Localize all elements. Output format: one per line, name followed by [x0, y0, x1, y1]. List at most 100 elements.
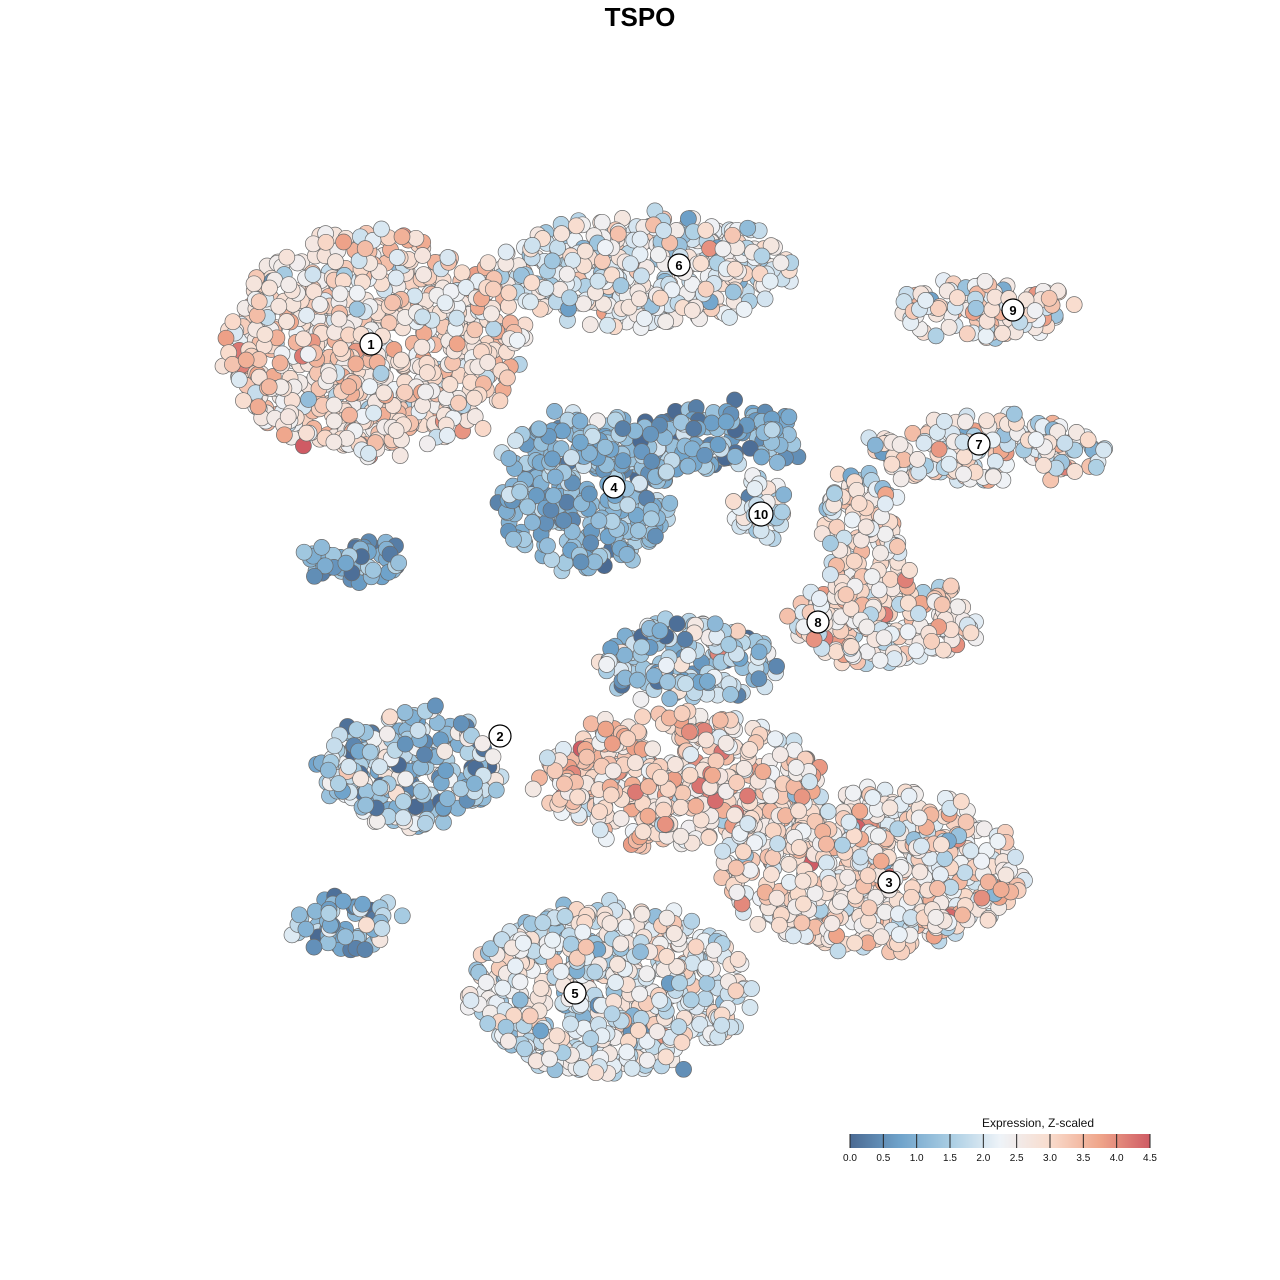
cell-point [612, 810, 630, 827]
cell-point [846, 934, 864, 952]
cell-point [822, 535, 839, 552]
cell-point [766, 730, 784, 748]
cell-point [843, 511, 861, 529]
cell-point [1087, 458, 1105, 476]
cell-point [622, 255, 639, 273]
cell-point [387, 269, 405, 287]
cell-point [692, 255, 710, 272]
cluster-label-text: 6 [675, 258, 682, 273]
cell-point [479, 354, 497, 371]
cell-point [957, 413, 974, 431]
cell-point [700, 829, 718, 846]
legend-tick-label: 3.5 [1076, 1153, 1090, 1164]
cell-point [562, 1015, 579, 1033]
cell-point [899, 623, 917, 641]
cell-point [889, 538, 906, 555]
cluster-label-text: 3 [885, 875, 892, 890]
cell-point [910, 605, 927, 622]
cell-point [658, 948, 676, 965]
cell-point [907, 642, 925, 660]
cell-point [871, 651, 889, 669]
cell-point [818, 835, 835, 853]
cell-point [396, 735, 414, 753]
cell-point [769, 454, 786, 471]
cell-point [337, 928, 354, 946]
cell-point [260, 378, 278, 396]
cell-point [574, 923, 592, 941]
cell-point [546, 468, 564, 486]
cell-point [679, 457, 697, 475]
cell-point [844, 784, 862, 802]
cell-point [519, 498, 536, 516]
cell-point [548, 1027, 566, 1045]
cell-point [534, 914, 552, 932]
cell-point [484, 280, 502, 298]
cell-point [414, 247, 431, 264]
legend-title: Expression, Z-scaled [982, 1116, 1094, 1130]
cell-point [514, 934, 532, 952]
cell-point [477, 974, 495, 991]
cell-point [720, 636, 738, 653]
cell-point [763, 421, 781, 439]
cell-point [290, 906, 308, 924]
cell-point [630, 522, 647, 539]
cell-point [612, 935, 630, 953]
cell-point [532, 1022, 550, 1040]
cell-point [580, 485, 598, 503]
cell-point [500, 450, 518, 467]
cell-point [721, 309, 738, 326]
cell-point [729, 951, 747, 968]
cell-point [851, 802, 869, 820]
cell-point [913, 837, 930, 855]
cell-point [883, 455, 901, 473]
cell-point [822, 566, 839, 583]
cell-point [331, 285, 349, 303]
cell-point [839, 868, 857, 886]
cell-point [511, 991, 529, 1009]
cell-point [224, 313, 242, 331]
cell-point [930, 440, 948, 458]
cell-point [872, 852, 890, 870]
cell-point [325, 433, 343, 451]
cell-point [850, 495, 868, 512]
cell-point [278, 248, 296, 266]
cell-point [750, 670, 768, 688]
cell-point [933, 836, 950, 854]
cell-point [631, 230, 649, 248]
cell-point [687, 938, 705, 956]
cell-point [900, 787, 918, 805]
cell-point [462, 992, 480, 1009]
cluster-label-4: 4 [602, 475, 626, 499]
cell-point [235, 392, 252, 410]
cell-point [683, 302, 701, 319]
cell-point [597, 720, 615, 738]
cell-point [304, 266, 322, 283]
cell-point [372, 365, 390, 382]
cell-point [975, 820, 993, 838]
cell-point [697, 959, 715, 977]
cell-point [741, 999, 759, 1016]
cell-point [571, 433, 589, 451]
cell-point [672, 798, 690, 816]
cell-point [779, 607, 796, 625]
cell-point [717, 734, 735, 752]
cell-point [320, 761, 337, 779]
cell-point [541, 1050, 558, 1068]
cell-point [889, 820, 907, 838]
cell-point [553, 225, 570, 242]
cluster-label-10: 10 [748, 501, 774, 527]
cell-point [612, 277, 630, 294]
cell-point [494, 979, 512, 997]
cell-point [795, 895, 812, 913]
cell-point [683, 912, 701, 930]
cell-point [685, 420, 703, 437]
cell-point [562, 935, 580, 953]
cell-point [698, 974, 716, 992]
cell-point [910, 809, 928, 827]
cell-point [1056, 434, 1074, 452]
cell-point [713, 1016, 731, 1034]
cell-point [325, 412, 343, 430]
cell-point [658, 463, 675, 481]
cell-point [505, 530, 522, 548]
